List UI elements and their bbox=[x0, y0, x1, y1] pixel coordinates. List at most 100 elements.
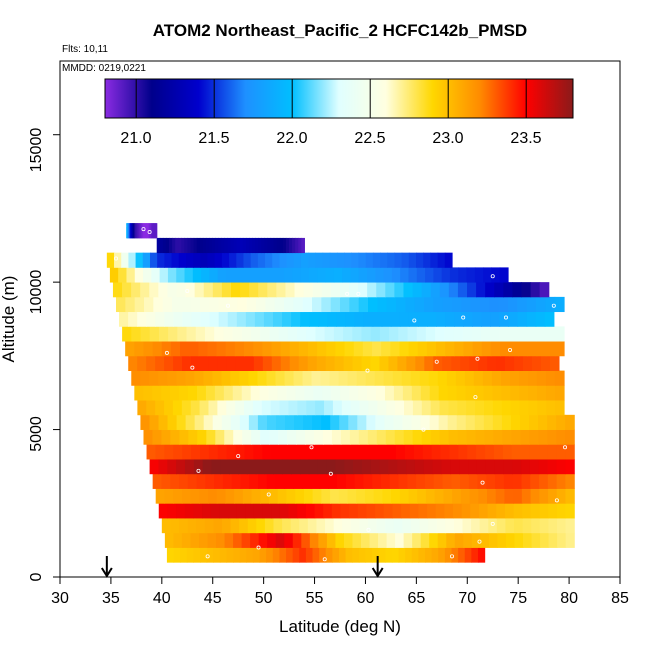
sample-point bbox=[434, 359, 439, 364]
heatmap-cell bbox=[282, 311, 292, 327]
heatmap-cell bbox=[121, 252, 130, 268]
heatmap-cell bbox=[200, 311, 211, 327]
heatmap-cell bbox=[156, 237, 161, 254]
heatmap-cell bbox=[275, 473, 285, 489]
heatmap-cell bbox=[187, 518, 197, 534]
heatmap-cell bbox=[301, 237, 305, 254]
heatmap-cell bbox=[347, 370, 358, 386]
heatmap-cell bbox=[241, 326, 252, 342]
heatmap-cell bbox=[565, 518, 575, 534]
heatmap-cell bbox=[180, 341, 190, 357]
heatmap-cell bbox=[280, 444, 290, 460]
heatmap-cell bbox=[424, 296, 434, 313]
heatmap-cell bbox=[549, 355, 560, 371]
heatmap-cell bbox=[271, 503, 281, 519]
heatmap-cell bbox=[548, 503, 558, 519]
heatmap-cell bbox=[403, 429, 414, 445]
heatmap-cell bbox=[301, 473, 312, 489]
heatmap-cell bbox=[161, 385, 171, 401]
heatmap-cell bbox=[324, 444, 335, 460]
heatmap-cell bbox=[271, 355, 282, 371]
heatmap-cell bbox=[273, 311, 283, 327]
heatmap-cell bbox=[217, 444, 228, 460]
heatmap-cell bbox=[217, 355, 228, 371]
heatmap-cell bbox=[179, 518, 189, 534]
heatmap-cell bbox=[445, 341, 455, 357]
heatmap-cell bbox=[464, 370, 475, 386]
heatmap-cell bbox=[435, 326, 445, 342]
heatmap-cell bbox=[325, 267, 335, 283]
heatmap-cell bbox=[547, 459, 558, 475]
heatmap-cell bbox=[345, 473, 356, 489]
heatmap-cell bbox=[262, 341, 273, 357]
heatmap-cell bbox=[182, 444, 192, 460]
heatmap-cell bbox=[456, 414, 467, 430]
heatmap-cell bbox=[143, 341, 154, 357]
heatmap-cell bbox=[452, 488, 462, 504]
heatmap-cell bbox=[427, 311, 437, 327]
heatmap-cell bbox=[178, 237, 182, 254]
heatmap-cell bbox=[368, 296, 378, 313]
heatmap-cell bbox=[338, 547, 347, 563]
heatmap-cell bbox=[486, 473, 496, 489]
heatmap-cell bbox=[390, 341, 401, 357]
heatmap-cell bbox=[565, 459, 575, 475]
heatmap-cell bbox=[530, 503, 541, 519]
heatmap-cell bbox=[408, 252, 417, 268]
heatmap-cell bbox=[545, 370, 556, 386]
heatmap-cell bbox=[523, 355, 533, 371]
heatmap-cell bbox=[357, 414, 367, 430]
heatmap-cell bbox=[155, 488, 166, 504]
heatmap-cell bbox=[503, 459, 513, 475]
heatmap-cell bbox=[427, 503, 437, 519]
heatmap-cell bbox=[135, 252, 144, 268]
heatmap-cell bbox=[300, 267, 310, 283]
sample-point bbox=[122, 224, 127, 229]
heatmap-cell bbox=[212, 414, 223, 430]
heatmap-cell bbox=[385, 429, 396, 445]
heatmap-cell bbox=[266, 370, 277, 386]
heatmap-cell bbox=[401, 370, 412, 386]
heatmap-cell bbox=[330, 296, 341, 313]
heatmap-cell bbox=[514, 532, 524, 548]
heatmap-cell bbox=[285, 237, 290, 254]
heatmap-cell bbox=[233, 429, 243, 445]
heatmap-cell bbox=[162, 296, 173, 313]
heatmap-cell bbox=[308, 341, 318, 357]
heatmap-cell bbox=[512, 473, 523, 489]
heatmap-cell bbox=[161, 341, 172, 357]
heatmap-cell bbox=[474, 414, 485, 430]
heatmap-cell bbox=[264, 518, 275, 534]
heatmap-cell bbox=[189, 341, 199, 357]
heatmap-cell bbox=[457, 429, 468, 445]
heatmap-cell bbox=[114, 252, 122, 268]
heatmap-cells bbox=[106, 223, 575, 563]
heatmap-cell bbox=[316, 355, 327, 371]
heatmap-cell bbox=[317, 341, 327, 357]
heatmap-cell bbox=[262, 355, 273, 371]
heatmap-cell bbox=[184, 237, 189, 254]
heatmap-cell bbox=[128, 355, 138, 371]
heatmap-cell bbox=[424, 473, 435, 489]
heatmap-cell bbox=[292, 237, 296, 254]
heatmap-cell bbox=[387, 252, 396, 268]
heatmap-cell bbox=[425, 547, 433, 563]
heatmap-cell bbox=[195, 326, 206, 342]
heatmap-cell bbox=[366, 503, 376, 519]
heatmap-cell bbox=[314, 503, 324, 519]
heatmap-cell bbox=[128, 223, 130, 239]
heatmap-cell bbox=[408, 267, 418, 283]
heatmap-cell bbox=[529, 429, 539, 445]
heatmap-cell bbox=[216, 532, 226, 548]
heatmap-cell bbox=[260, 488, 270, 504]
heatmap-cell bbox=[194, 282, 205, 298]
heatmap-cell bbox=[291, 311, 301, 327]
heatmap-cell bbox=[484, 400, 494, 416]
heatmap-cell bbox=[340, 385, 350, 401]
heatmap-cell bbox=[218, 311, 229, 327]
heatmap-cell bbox=[530, 488, 540, 504]
heatmap-cell bbox=[557, 532, 567, 548]
heatmap-cell bbox=[217, 267, 227, 283]
heatmap-cell bbox=[441, 267, 451, 283]
heatmap-cell bbox=[444, 547, 453, 563]
